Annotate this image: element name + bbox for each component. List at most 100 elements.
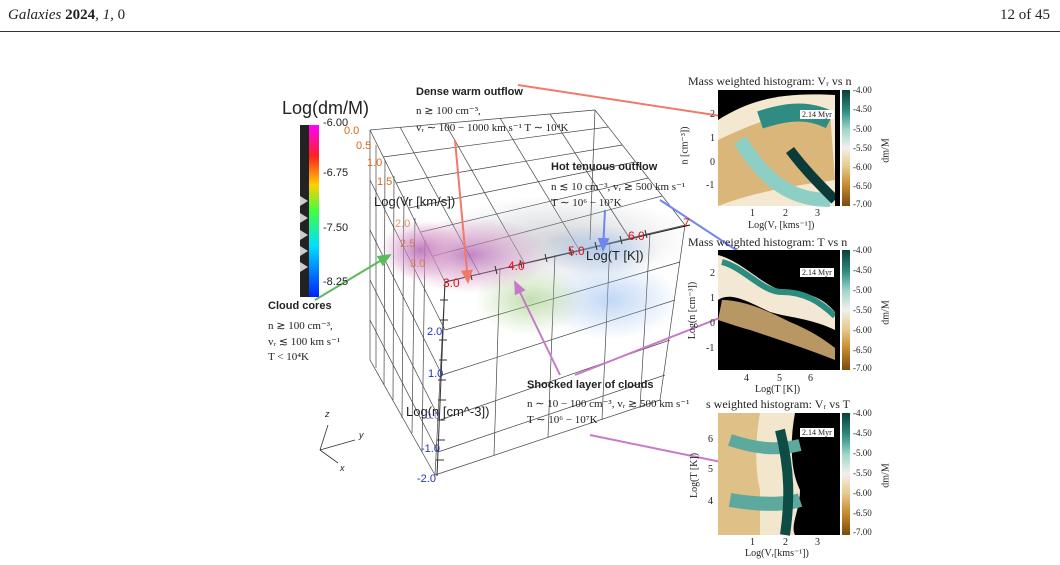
shocked-line2: T ∼ 10⁶ − 10⁷K	[527, 414, 598, 426]
hist2-ytick: 1	[710, 293, 715, 304]
shock-arrow-to-cube	[514, 280, 561, 376]
hist2-ytick: 2	[710, 268, 715, 279]
t-tick: 7	[683, 216, 690, 230]
hist2-xtick: 4	[744, 373, 749, 384]
hist2-cb-label: dm/M	[880, 300, 892, 325]
orientation-axes	[319, 424, 356, 464]
shocked-title: Shocked layer of clouds	[527, 379, 654, 391]
hist1-xtick: 1	[750, 208, 755, 219]
vr-tick: 0.0	[344, 125, 360, 137]
header-rule	[0, 31, 1060, 32]
hist3-xtick: 2	[783, 537, 788, 548]
hist2-cb-tick: -5.00	[853, 285, 872, 295]
dense-warm-line1: n ≳ 100 cm⁻³,	[416, 105, 481, 117]
cube-colorbar-title: Log(dm/M)	[282, 98, 370, 118]
hist1-time: 2.14 Myr	[800, 110, 834, 119]
hist3-cb-tick: -7.00	[853, 527, 872, 537]
hist2-xtick: 5	[777, 373, 782, 384]
cube-colorbar-tick: -7.50	[323, 222, 349, 234]
cloud-cores-line1: n ≳ 100 cm⁻³,	[268, 320, 333, 332]
hist3-cb-tick: -4.50	[853, 428, 872, 438]
journal-page-ref: 0	[117, 7, 126, 23]
cube-colorbar-tick: -6.75	[323, 167, 349, 179]
vr-tick: 3.0	[410, 258, 426, 270]
cube-colorbar-tick: -6.00	[323, 117, 349, 129]
hist2-cb-tick: -6.50	[853, 345, 872, 355]
vr-tick: 2.0	[395, 218, 411, 230]
vr-tick: 2.5	[400, 238, 416, 250]
hist3-ytick: 4	[708, 496, 713, 507]
hist2-title: Mass weighted histogram: T vs n	[688, 235, 848, 249]
cloud-cores-line3: T < 10⁴K	[268, 351, 310, 363]
hist2-xlabel: Log(T [K])	[755, 384, 801, 395]
hist1-cb-tick: -4.50	[853, 104, 872, 114]
hist3-cb-label: dm/M	[880, 463, 892, 488]
cube-colorbar	[300, 125, 319, 297]
cloud-arrow	[314, 253, 392, 301]
n-tick: -2.0	[417, 473, 436, 485]
hist3-time: 2.14 Myr	[800, 428, 834, 437]
hist1-ytick: 1	[710, 133, 715, 144]
hist3-xtick: 1	[750, 537, 755, 548]
hist1-ylabel: n [cm⁻³])	[679, 126, 691, 165]
cloud-cores-title: Cloud cores	[268, 300, 332, 312]
t-axis-label: Log(T [K])	[586, 248, 644, 263]
t-tick: 5.0	[568, 244, 585, 258]
hist1-cb-tick: -6.50	[853, 181, 872, 191]
hist3-ytick: 6	[708, 434, 713, 445]
hot-tenuous-line2: T ∼ 10⁶ − 10⁷K	[551, 197, 622, 209]
hist3-cb-tick: -6.00	[853, 488, 872, 498]
t-tick: 6.0	[628, 229, 645, 243]
journal-year: 2024	[65, 7, 96, 23]
histogram-1	[718, 90, 850, 207]
hist2-cb-tick: -4.50	[853, 265, 872, 275]
hist2-time: 2.14 Myr	[800, 268, 834, 277]
hist1-xtick: 3	[815, 208, 820, 219]
hist3-cb-tick: -4.00	[853, 408, 872, 418]
hist1-cb-tick: -7.00	[853, 199, 872, 209]
hot-arrow-to-cube	[597, 209, 610, 252]
axis-letter-x: x	[340, 463, 345, 473]
journal-name: Galaxies	[8, 7, 62, 23]
hist3-xtick: 3	[815, 537, 820, 548]
hist3-cb-tick: -5.50	[853, 468, 872, 478]
hist1-cb-tick: -5.00	[853, 124, 872, 134]
cloud-cores-line2: vᵣ ≲ 100 km s⁻¹	[268, 336, 341, 348]
hist2-cb-tick: -7.00	[853, 363, 872, 373]
hist1-cb-label: dm/M	[880, 138, 892, 163]
hist1-cb-tick: -6.00	[853, 162, 872, 172]
t-tick: 4.0	[508, 259, 525, 273]
vr-tick: 1.0	[367, 157, 383, 169]
hist2-cb-tick: -6.00	[853, 325, 872, 335]
journal-volume: 1	[102, 7, 111, 23]
hot-tenuous-line1: n ≲ 10 cm⁻³, vᵣ ≳ 500 km s⁻¹	[551, 181, 686, 193]
shocked-line1: n ∼ 10 − 100 cm⁻³, vᵣ ≳ 500 km s⁻¹	[527, 398, 690, 410]
hist3-ylabel: Log(T [K])	[689, 452, 701, 499]
page-number: 12 of 45	[1000, 7, 1050, 23]
hist1-cb-tick: -4.00	[853, 85, 872, 95]
hist3-cb-tick: -6.50	[853, 508, 872, 518]
hist1-xtick: 2	[783, 208, 788, 219]
hist2-ylabel: Log(n [cm⁻³])	[687, 281, 699, 340]
hist1-ytick: 0	[710, 157, 715, 168]
dense-arrow-to-cube	[454, 139, 473, 284]
running-header-journal: Galaxies 2024, 1, 0	[8, 7, 126, 23]
axis-letter-z: z	[325, 409, 330, 419]
hist3-xlabel: Log(Vᵣ[kms⁻¹])	[745, 548, 809, 559]
hot-tenuous-title: Hot tenuous outflow	[551, 161, 658, 173]
vr-tick: 1.5	[377, 176, 393, 188]
t-tick: 3.0	[443, 276, 460, 290]
vr-tick: 0.5	[356, 140, 372, 152]
hist1-ytick: 2	[710, 109, 715, 120]
vr-axis-label: Log(Vr [km/s])	[374, 194, 456, 209]
n-tick: 2.0	[427, 326, 443, 338]
hist1-xlabel: Log(Vᵣ [kms⁻¹])	[748, 220, 815, 231]
hist2-cb-tick: -5.50	[853, 305, 872, 315]
n-tick: 1.0	[428, 368, 444, 380]
hist3-cb-tick: -5.00	[853, 448, 872, 458]
hist3-title: s weighted histogram: Vᵣ vs T	[706, 397, 850, 411]
axis-letter-y: y	[359, 430, 364, 440]
hist3-ytick: 5	[708, 464, 713, 475]
hist2-ytick: -1	[706, 343, 715, 354]
